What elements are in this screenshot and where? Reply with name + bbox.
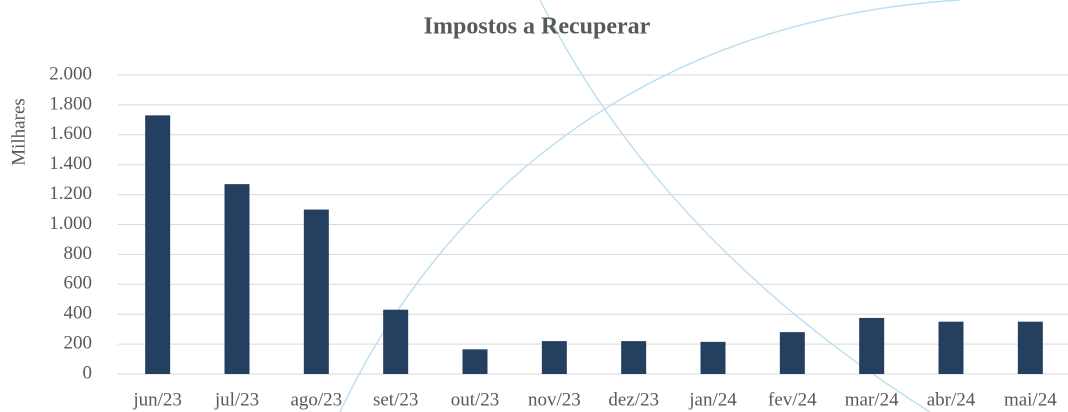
bar bbox=[542, 341, 567, 374]
bar bbox=[621, 341, 646, 374]
y-tick-label: 1.200 bbox=[49, 183, 92, 204]
y-tick-label: 1.800 bbox=[49, 93, 92, 114]
x-tick-label: abr/24 bbox=[927, 389, 976, 410]
y-tick-label: 1.000 bbox=[49, 213, 92, 234]
x-tick-label: mai/24 bbox=[1004, 389, 1057, 410]
bar bbox=[145, 115, 170, 374]
bar bbox=[225, 184, 250, 374]
bar bbox=[463, 349, 488, 374]
x-tick-label: set/23 bbox=[373, 389, 418, 410]
x-tick-label: nov/23 bbox=[528, 389, 581, 410]
bar bbox=[859, 318, 884, 374]
bar bbox=[304, 210, 329, 374]
y-tick-label: 1.400 bbox=[49, 153, 92, 174]
y-tick-label: 2.000 bbox=[49, 63, 92, 84]
x-tick-label: jul/23 bbox=[214, 389, 259, 410]
x-tick-label: jun/23 bbox=[132, 389, 182, 410]
bar bbox=[1018, 322, 1043, 374]
y-tick-label: 1.600 bbox=[49, 123, 92, 144]
x-tick-label: out/23 bbox=[451, 389, 500, 410]
bar bbox=[383, 310, 408, 374]
y-tick-label: 0 bbox=[83, 362, 93, 383]
chart: Impostos a Recuperar Milhares 0 200 400 600… bbox=[0, 0, 1068, 412]
x-tick-label: mar/24 bbox=[845, 389, 899, 410]
bar bbox=[701, 342, 726, 374]
bar bbox=[939, 322, 964, 374]
y-axis-label: Milhares bbox=[8, 98, 29, 166]
y-tick-label: 200 bbox=[64, 332, 93, 353]
y-tick-label: 400 bbox=[64, 303, 93, 324]
chart-title: Impostos a Recuperar bbox=[424, 14, 651, 40]
x-tick-label: jan/24 bbox=[688, 389, 737, 410]
y-tick-label: 800 bbox=[64, 243, 93, 264]
x-tick-label: fev/24 bbox=[768, 389, 817, 410]
x-tick-label: ago/23 bbox=[290, 389, 342, 410]
y-tick-label: 600 bbox=[64, 273, 93, 294]
bar bbox=[780, 332, 805, 374]
x-tick-label: dez/23 bbox=[608, 389, 659, 410]
